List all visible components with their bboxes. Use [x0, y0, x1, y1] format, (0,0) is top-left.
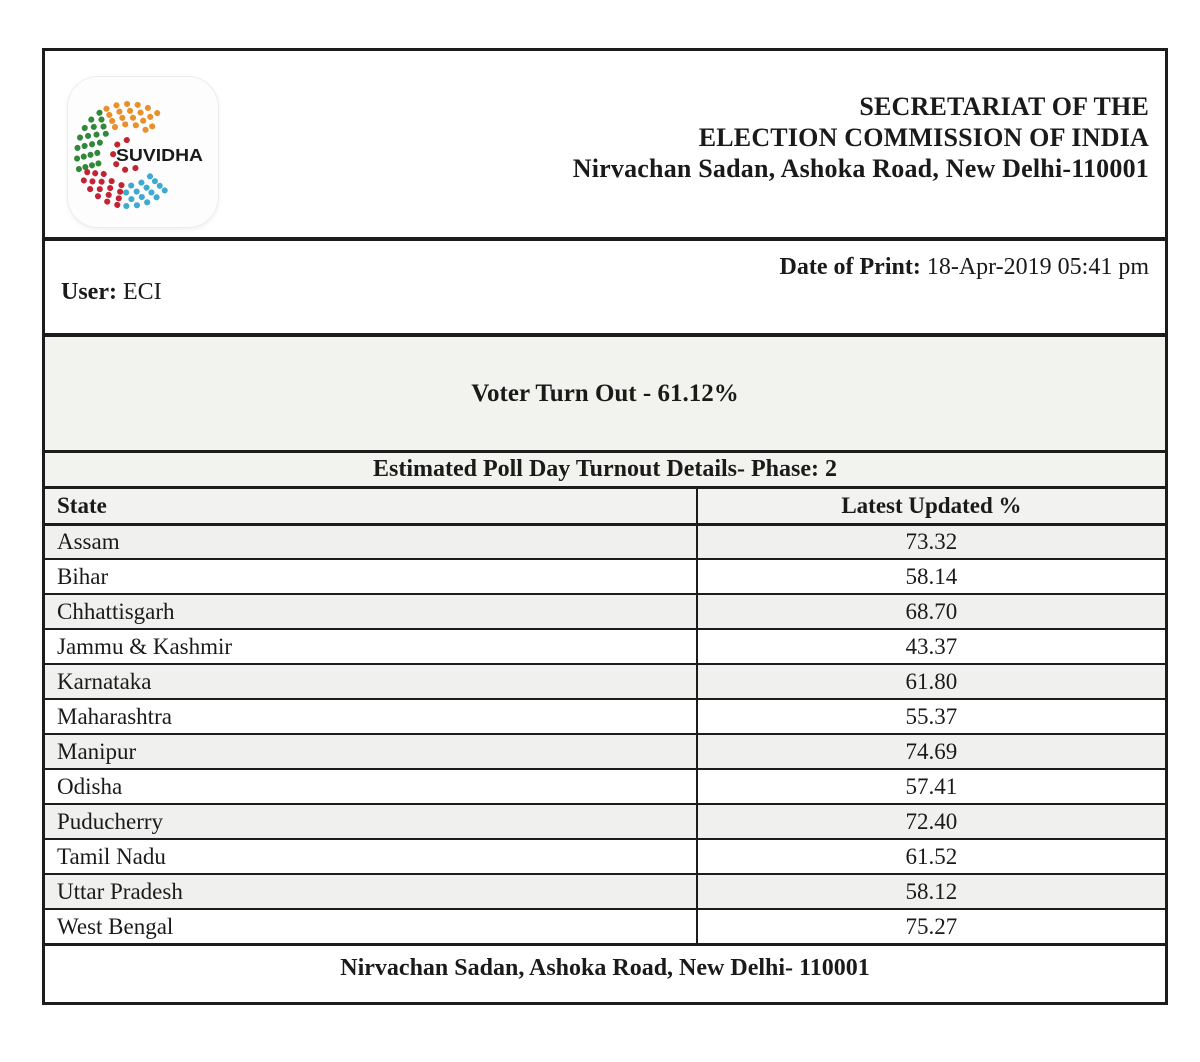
table-row: Jammu & Kashmir 43.37 [45, 629, 1165, 664]
document-footer: Nirvachan Sadan, Ashoka Road, New Delhi-… [45, 945, 1165, 991]
table-header-row: State Latest Updated % [45, 489, 1165, 524]
phase-title: Estimated Poll Day Turnout Details- Phas… [372, 456, 837, 482]
voter-turnout-title: Voter Turn Out - 61.12% [471, 379, 739, 407]
date-of-print-field: Date of Print: 18-Apr-2019 05:41 pm [780, 254, 1149, 281]
suvidha-report-document: SUVIDHA SECRETARIAT OF THE ELECTION COMM… [42, 48, 1168, 1005]
user-label: User: [61, 279, 117, 305]
suvidha-dotted-swirl-icon: SUVIDHA [74, 100, 203, 210]
phase-title-band: Estimated Poll Day Turnout Details- Phas… [45, 453, 1165, 489]
print-info-strip: User: ECI Date of Print: 18-Apr-2019 05:… [45, 241, 1165, 337]
table-row: West Bengal 75.27 [45, 909, 1165, 944]
state-cell: West Bengal [45, 909, 698, 944]
state-cell: Karnataka [45, 664, 698, 699]
percent-cell: 73.32 [905, 528, 958, 554]
user-field: User: ECI [61, 279, 162, 306]
table-row: Assam 73.32 [45, 524, 1165, 559]
state-cell: Tamil Nadu [45, 839, 698, 874]
date-of-print-label: Date of Print: [779, 254, 921, 280]
table-row: Uttar Pradesh 58.12 [45, 874, 1165, 909]
turnout-table: State Latest Updated % Assam 73.32 Bihar 58… [45, 489, 1165, 945]
org-line1: SECRETARIAT OF THE [859, 92, 1149, 121]
date-of-print-value: 18-Apr-2019 05:41 pm [926, 254, 1149, 280]
percent-cell: 74.69 [905, 738, 958, 764]
table-row: Tamil Nadu 61.52 [45, 839, 1165, 874]
table-row: Chhattisgarh 68.70 [45, 594, 1165, 629]
state-cell: Assam [45, 524, 698, 559]
org-address-block: SECRETARIAT OF THE ELECTION COMMISSION O… [573, 91, 1149, 184]
percent-cell: 75.27 [905, 913, 958, 939]
org-line2: ELECTION COMMISSION OF INDIA [698, 123, 1149, 152]
state-cell: Bihar [45, 559, 698, 594]
percent-cell: 72.40 [905, 808, 958, 834]
table-body: Assam 73.32 Bihar 58.14 Chhattisgarh 68.70 Jam… [45, 524, 1165, 944]
org-line3: Nirvachan Sadan, Ashoka Road, New Delhi-… [572, 154, 1149, 183]
suvidha-logo-text: SUVIDHA [116, 145, 203, 165]
voter-turnout-banner: Voter Turn Out - 61.12% [45, 337, 1165, 453]
percent-cell: 68.70 [905, 598, 958, 624]
table-row: Puducherry 72.40 [45, 804, 1165, 839]
percent-cell: 58.14 [905, 563, 958, 589]
percent-cell: 57.41 [905, 773, 958, 799]
state-cell: Uttar Pradesh [45, 874, 698, 909]
percent-cell: 43.37 [905, 633, 958, 659]
footer-address: Nirvachan Sadan, Ashoka Road, New Delhi-… [340, 955, 870, 981]
state-cell: Chhattisgarh [45, 594, 698, 629]
state-cell: Manipur [45, 734, 698, 769]
suvidha-logo-icon: SUVIDHA [68, 77, 218, 227]
user-value: ECI [122, 279, 162, 305]
column-header-state: State [45, 489, 698, 524]
state-cell: Puducherry [45, 804, 698, 839]
document-header: SUVIDHA SECRETARIAT OF THE ELECTION COMM… [45, 51, 1165, 241]
percent-cell: 55.37 [905, 703, 958, 729]
percent-cell: 58.12 [905, 878, 958, 904]
state-cell: Jammu & Kashmir [45, 629, 698, 664]
table-row: Bihar 58.14 [45, 559, 1165, 594]
state-cell: Maharashtra [45, 699, 698, 734]
table-row: Maharashtra 55.37 [45, 699, 1165, 734]
table-head: State Latest Updated % [45, 489, 1165, 524]
column-header-latest-updated: Latest Updated % [841, 492, 1022, 518]
table-row: Odisha 57.41 [45, 769, 1165, 804]
percent-cell: 61.52 [905, 843, 958, 869]
percent-cell: 61.80 [905, 668, 958, 694]
table-row: Karnataka 61.80 [45, 664, 1165, 699]
table-row: Manipur 74.69 [45, 734, 1165, 769]
state-cell: Odisha [45, 769, 698, 804]
